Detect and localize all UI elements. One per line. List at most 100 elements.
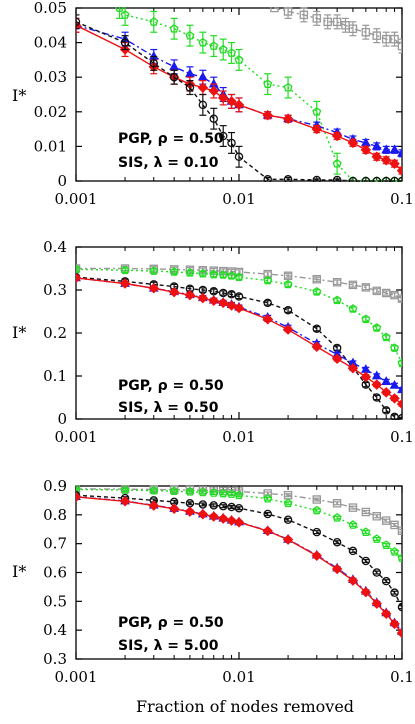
data-point bbox=[312, 324, 322, 333]
data-point bbox=[381, 540, 391, 549]
data-point bbox=[119, 278, 131, 289]
data-point bbox=[169, 72, 179, 82]
data-point bbox=[381, 516, 391, 525]
data-point bbox=[217, 513, 229, 524]
data-point bbox=[372, 568, 382, 577]
y-tick-label: 0.2 bbox=[43, 324, 67, 342]
data-point bbox=[262, 525, 273, 537]
series-triangle bbox=[76, 272, 402, 394]
data-point bbox=[76, 264, 81, 273]
y-tick-label: 0.5 bbox=[43, 592, 67, 610]
y-tick-label: 0.05 bbox=[34, 0, 67, 17]
panel-bottom: 0.3 0.4 0.5 0.6 0.7 0.8 0.9 0.001 0.01 0.1 I* PG… bbox=[12, 477, 414, 686]
data-point bbox=[361, 27, 371, 37]
data-point bbox=[209, 41, 219, 50]
y-tick-label: 0.7 bbox=[43, 535, 67, 553]
data-point bbox=[115, 7, 124, 12]
x-axis: 0.001 0.01 0.1 bbox=[55, 486, 414, 686]
x-axis: 0.001 0.01 0.1 bbox=[55, 8, 414, 208]
data-point bbox=[397, 553, 402, 562]
series-line bbox=[119, 7, 402, 182]
data-point bbox=[234, 503, 244, 513]
data-point bbox=[372, 512, 382, 521]
data-point bbox=[209, 488, 219, 497]
data-point bbox=[76, 485, 81, 494]
data-point bbox=[227, 48, 237, 57]
data-point bbox=[397, 358, 402, 367]
data-point bbox=[148, 500, 160, 511]
data-point bbox=[283, 175, 293, 182]
data-point bbox=[234, 490, 244, 500]
data-point bbox=[263, 493, 273, 503]
annotation-line-1: PGP, ρ = 0.50 bbox=[118, 131, 224, 147]
data-point bbox=[233, 517, 245, 528]
data-point bbox=[371, 379, 382, 390]
data-point bbox=[323, 17, 332, 27]
data-point bbox=[332, 537, 342, 547]
data-point bbox=[389, 393, 400, 404]
y-tick-label: 0.01 bbox=[34, 137, 67, 155]
data-point bbox=[360, 586, 372, 598]
data-point bbox=[311, 123, 323, 135]
y-tick-label: 0.3 bbox=[43, 281, 67, 299]
data-point bbox=[208, 511, 219, 522]
y-tick-label: 0.1 bbox=[43, 367, 67, 385]
data-point bbox=[234, 152, 244, 162]
y-tick-label: 0.04 bbox=[34, 34, 67, 52]
data-point bbox=[299, 10, 309, 20]
data-point bbox=[312, 175, 322, 182]
data-point bbox=[169, 61, 180, 71]
y-tick-label: 0.4 bbox=[43, 238, 67, 256]
data-point bbox=[218, 488, 228, 498]
panel-top: 0 0.01 0.02 0.03 0.04 0.05 0.001 0.01 0.1 I* PG… bbox=[12, 0, 414, 208]
data-point bbox=[331, 353, 343, 365]
series-diamond bbox=[76, 272, 402, 410]
data-point bbox=[361, 527, 371, 536]
data-point bbox=[311, 550, 323, 562]
data-point bbox=[119, 496, 131, 507]
data-point bbox=[381, 376, 392, 385]
data-point bbox=[347, 137, 359, 149]
x-tick-label: 0.1 bbox=[390, 428, 414, 446]
data-point bbox=[381, 34, 391, 44]
data-point bbox=[397, 147, 402, 157]
data-point bbox=[208, 295, 219, 306]
data-point bbox=[282, 113, 294, 124]
data-point bbox=[283, 490, 293, 500]
data-point bbox=[381, 288, 391, 298]
data-point bbox=[348, 176, 358, 182]
data-point bbox=[397, 413, 402, 420]
data-point bbox=[348, 520, 358, 529]
x-tick-label: 0.001 bbox=[55, 668, 98, 686]
data-point bbox=[263, 298, 272, 308]
data-point bbox=[209, 501, 219, 510]
data-point bbox=[311, 341, 323, 352]
y-tick-label: 0 bbox=[57, 172, 67, 190]
data-point bbox=[372, 393, 382, 402]
data-point bbox=[226, 515, 237, 526]
y-axis-label: I* bbox=[12, 86, 26, 105]
data-point bbox=[263, 275, 273, 285]
series-triangle bbox=[76, 491, 402, 635]
data-point bbox=[332, 512, 342, 522]
data-point bbox=[218, 501, 228, 511]
data-point bbox=[209, 114, 219, 123]
data-point bbox=[226, 300, 237, 311]
data-point bbox=[312, 495, 322, 504]
data-point bbox=[312, 286, 322, 296]
data-point bbox=[198, 37, 208, 47]
data-point bbox=[361, 176, 371, 182]
data-point bbox=[331, 563, 343, 575]
data-point bbox=[397, 41, 402, 51]
data-point bbox=[234, 55, 244, 64]
x-tick-label: 0.01 bbox=[222, 190, 255, 208]
data-point bbox=[184, 289, 196, 301]
data-point bbox=[397, 602, 402, 612]
series-circle bbox=[76, 490, 402, 612]
data-point bbox=[312, 527, 322, 537]
y-tick-label: 0 bbox=[57, 410, 67, 428]
x-tick-label: 0.01 bbox=[222, 668, 255, 686]
data-point bbox=[218, 131, 228, 141]
data-point bbox=[233, 99, 245, 111]
series-line bbox=[76, 268, 402, 364]
